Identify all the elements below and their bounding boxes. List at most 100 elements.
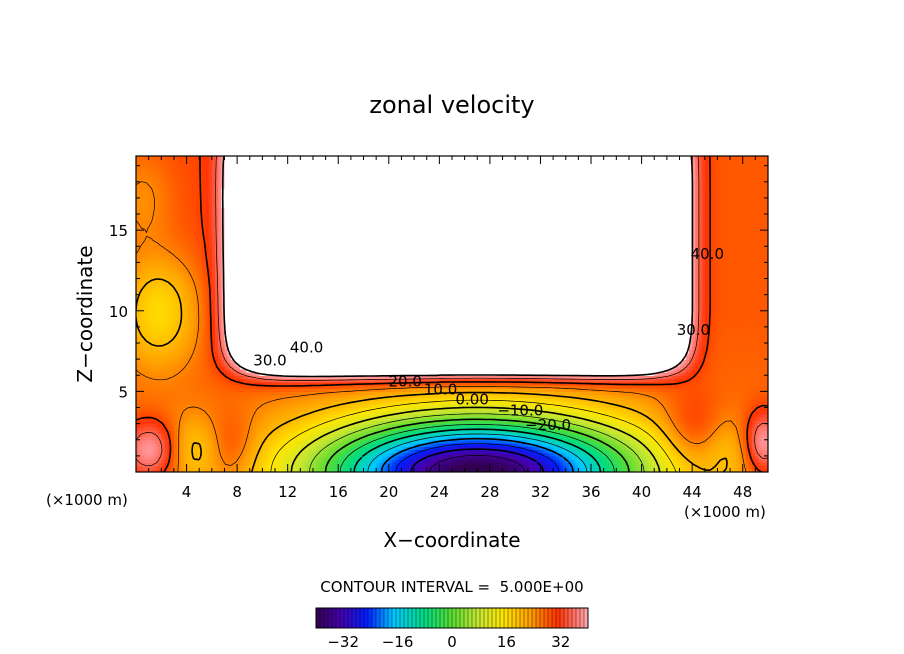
- field-cell: [142, 449, 147, 454]
- field-cell: [240, 452, 245, 457]
- field-cell: [486, 446, 491, 451]
- field-cell: [180, 446, 184, 451]
- field-cell: [142, 442, 147, 447]
- field-cell: [281, 462, 286, 467]
- field-cell: [139, 452, 143, 457]
- field-cell: [256, 462, 260, 467]
- field-cell: [398, 468, 403, 472]
- field-cell: [556, 446, 561, 451]
- field-cell: [603, 465, 608, 470]
- field-cell: [483, 455, 488, 460]
- field-cell: [139, 433, 143, 438]
- field-cell: [682, 462, 687, 467]
- field-cell: [322, 452, 327, 457]
- field-cell: [136, 439, 140, 444]
- field-cell: [287, 452, 292, 457]
- field-cell: [752, 452, 756, 457]
- field-cell: [531, 468, 535, 472]
- field-cell: [565, 446, 570, 451]
- field-cell: [347, 455, 352, 460]
- field-cell: [344, 452, 349, 457]
- field-cell: [455, 468, 459, 472]
- field-cell: [233, 442, 238, 447]
- field-cell: [493, 455, 497, 460]
- field-cell: [177, 449, 181, 454]
- field-cell: [651, 465, 655, 470]
- field-cell: [202, 452, 207, 457]
- field-cell: [597, 439, 602, 444]
- field-cell: [477, 449, 482, 454]
- field-cell: [271, 462, 276, 467]
- field-cell: [499, 465, 504, 470]
- field-cell: [252, 449, 257, 454]
- field-cell: [287, 459, 292, 463]
- field-cell: [429, 439, 434, 444]
- field-cell: [470, 465, 475, 470]
- field-cell: [420, 446, 425, 451]
- field-cell: [252, 465, 257, 470]
- field-cell: [271, 442, 276, 447]
- field-cell: [347, 468, 352, 472]
- field-cell: [281, 436, 286, 441]
- field-cell: [145, 446, 150, 451]
- field-cell: [758, 462, 763, 467]
- field-cell: [515, 468, 519, 472]
- field-cell: [281, 439, 286, 444]
- field-cell: [682, 436, 687, 441]
- field-cell: [265, 459, 270, 463]
- field-cell: [227, 459, 232, 463]
- field-cell: [591, 452, 595, 457]
- field-cell: [196, 459, 200, 463]
- field-cell: [600, 436, 605, 441]
- field-cell: [524, 452, 529, 457]
- field-cell: [638, 442, 643, 447]
- field-cell: [679, 455, 684, 460]
- field-cell: [733, 446, 737, 451]
- field-cell: [452, 439, 456, 444]
- field-cell: [161, 446, 166, 451]
- field-cell: [363, 449, 368, 454]
- field-cell: [347, 465, 352, 470]
- field-cell: [281, 459, 286, 463]
- field-cell: [553, 455, 557, 460]
- field-cell: [695, 449, 700, 454]
- field-cell: [309, 446, 314, 451]
- field-cell: [164, 459, 169, 463]
- field-cell: [701, 452, 706, 457]
- field-cell: [730, 446, 734, 451]
- field-cell: [676, 442, 681, 447]
- field-cell: [622, 459, 627, 463]
- field-cell: [568, 439, 573, 444]
- field-cell: [578, 465, 583, 470]
- field-cell: [328, 462, 333, 467]
- field-cell: [531, 462, 535, 467]
- field-cell: [233, 462, 238, 467]
- field-cell: [464, 452, 469, 457]
- field-cell: [243, 436, 248, 441]
- field-cell: [139, 439, 143, 444]
- field-cell: [543, 465, 548, 470]
- field-cell: [461, 465, 466, 470]
- field-cell: [553, 449, 557, 454]
- field-cell: [395, 468, 399, 472]
- field-cell: [237, 465, 241, 470]
- field-cell: [584, 449, 589, 454]
- field-cell: [376, 442, 380, 447]
- field-cell: [521, 452, 526, 457]
- field-cell: [632, 446, 636, 451]
- field-cell: [448, 468, 453, 472]
- field-cell: [682, 449, 687, 454]
- field-cell: [673, 459, 677, 463]
- field-cell: [322, 449, 327, 454]
- field-cell: [271, 455, 276, 460]
- field-cell: [354, 452, 358, 457]
- field-cell: [306, 455, 311, 460]
- field-cell: [610, 465, 614, 470]
- field-cell: [249, 442, 254, 447]
- field-cell: [692, 468, 696, 472]
- field-cell: [445, 442, 450, 447]
- field-cell: [233, 468, 238, 472]
- field-cell: [553, 439, 557, 444]
- field-cell: [480, 455, 485, 460]
- field-cell: [562, 446, 567, 451]
